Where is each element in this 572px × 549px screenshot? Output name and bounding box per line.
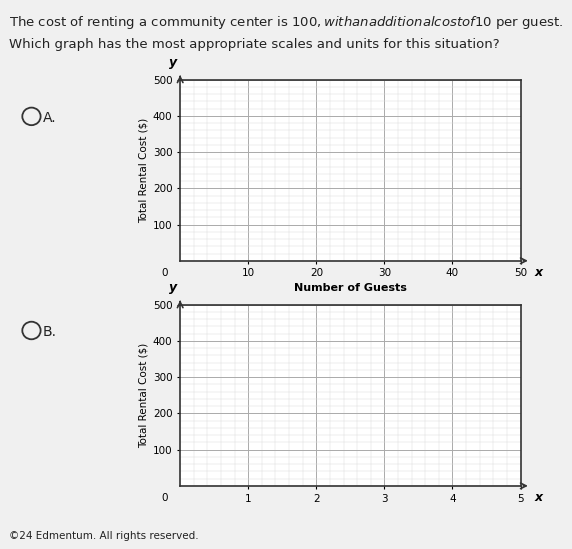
Text: A.: A. — [43, 111, 57, 125]
Text: The cost of renting a community center is $100, with an additional cost of $10 p: The cost of renting a community center i… — [9, 14, 563, 31]
Text: y: y — [169, 56, 177, 69]
Text: Which graph has the most appropriate scales and units for this situation?: Which graph has the most appropriate sca… — [9, 38, 499, 52]
Text: y: y — [169, 281, 177, 294]
Text: x: x — [534, 491, 542, 505]
Text: 0: 0 — [162, 492, 168, 503]
Text: B.: B. — [43, 325, 57, 339]
Text: ©24 Edmentum. All rights reserved.: ©24 Edmentum. All rights reserved. — [9, 531, 198, 541]
Text: x: x — [534, 266, 542, 279]
Text: 0: 0 — [162, 267, 168, 278]
Y-axis label: Total Rental Cost ($): Total Rental Cost ($) — [139, 117, 149, 223]
X-axis label: Number of Guests: Number of Guests — [294, 283, 407, 293]
Y-axis label: Total Rental Cost ($): Total Rental Cost ($) — [139, 343, 149, 448]
